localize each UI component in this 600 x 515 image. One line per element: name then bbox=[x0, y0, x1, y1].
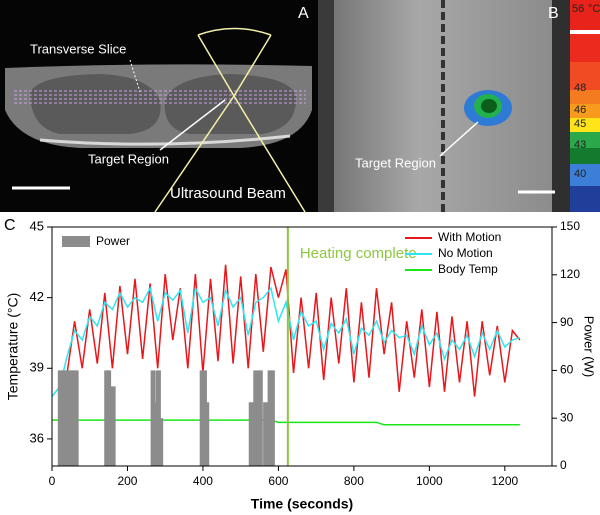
x-tick-label: 200 bbox=[117, 474, 137, 488]
panel-a: A Transverse Slice Target Region Ultraso… bbox=[0, 0, 318, 213]
panel-label: A bbox=[298, 5, 309, 22]
x-tick-label: 400 bbox=[193, 474, 213, 488]
y-axis-label: Temperature (°C) bbox=[5, 293, 21, 401]
power-bar bbox=[204, 402, 210, 466]
x-tick-label: 600 bbox=[268, 474, 288, 488]
colorbar-label: 48 bbox=[574, 82, 586, 94]
annotation: Target Region bbox=[355, 155, 436, 170]
colorbar-label: 40 bbox=[574, 168, 586, 180]
power-bar bbox=[263, 402, 269, 466]
series-line bbox=[52, 419, 520, 426]
chart: C 0 200 400 600 800 1000 1200 36 39 42 45 0 30 60 90 120… bbox=[4, 217, 597, 511]
annotation: Ultrasound Beam bbox=[170, 185, 286, 202]
legend-swatch bbox=[62, 236, 90, 247]
power-bar bbox=[73, 370, 79, 466]
y-tick-label: 39 bbox=[30, 360, 44, 375]
y2-tick-label: 150 bbox=[560, 219, 580, 233]
x-tick-label: 800 bbox=[344, 474, 364, 488]
power-bar bbox=[269, 370, 275, 466]
colorbar-unit: °C bbox=[588, 3, 600, 15]
y2-tick-label: 30 bbox=[560, 410, 574, 424]
annotation: Target Region bbox=[88, 151, 169, 166]
power-bar bbox=[253, 370, 259, 466]
annotation: Transverse Slice bbox=[30, 41, 126, 56]
x-tick-label: 0 bbox=[49, 474, 56, 488]
colorbar-label: 46 bbox=[574, 104, 586, 116]
series-line bbox=[51, 285, 521, 397]
x-tick-label: 1200 bbox=[491, 474, 518, 488]
y-tick-label: 36 bbox=[30, 430, 44, 445]
y2-axis-label: Power (W) bbox=[582, 316, 597, 377]
colorbar-label: 43 bbox=[574, 139, 586, 151]
legend-label: With Motion bbox=[438, 230, 501, 244]
power-bar bbox=[257, 370, 263, 466]
power-bar bbox=[248, 402, 254, 466]
y2-tick-label: 60 bbox=[560, 363, 574, 377]
y-tick-label: 42 bbox=[30, 289, 44, 304]
frame bbox=[51, 226, 553, 467]
legend-label: No Motion bbox=[438, 246, 493, 260]
y-tick-label: 45 bbox=[30, 218, 44, 233]
panel-b: B Target Region 56 °C 48 46 45 43 40 bbox=[318, 0, 600, 212]
legend-label: Power bbox=[96, 234, 130, 248]
legend-label: Body Temp bbox=[438, 262, 498, 276]
panel-label: C bbox=[4, 217, 16, 234]
y2-tick-label: 0 bbox=[560, 458, 567, 472]
y2-tick-label: 120 bbox=[560, 267, 580, 281]
annotation: Heating complete bbox=[300, 245, 417, 262]
colorbar-label: 56 bbox=[572, 3, 584, 15]
x-tick-label: 1000 bbox=[416, 474, 443, 488]
colorbar-label: 45 bbox=[574, 118, 586, 130]
y2-tick-label: 90 bbox=[560, 315, 574, 329]
series-line bbox=[66, 264, 521, 397]
power-bar bbox=[152, 402, 158, 466]
power-bar bbox=[110, 386, 116, 466]
x-axis-label: Time (seconds) bbox=[251, 496, 353, 512]
power-bar bbox=[158, 418, 164, 466]
panel-label: B bbox=[548, 5, 559, 22]
